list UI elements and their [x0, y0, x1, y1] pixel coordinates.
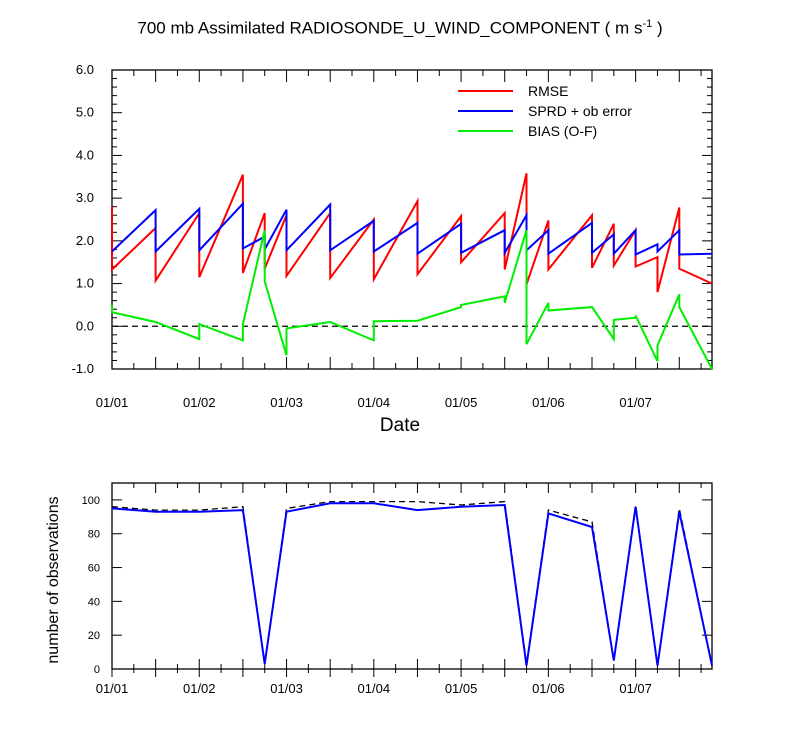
chart-title-superscript: -1	[642, 18, 653, 30]
top-x-tick-label: 01/03	[270, 395, 303, 410]
top-y-tick-label: 6.0	[76, 62, 94, 77]
top-x-tick-label: 01/04	[358, 395, 391, 410]
bottom-frame	[111, 482, 713, 670]
top-y-tick-label: 2.0	[76, 233, 94, 248]
top-y-tick-label: 0.0	[76, 318, 94, 333]
legend-label-1: SPRD + ob error	[528, 103, 632, 119]
bottom-x-tick-label: 01/06	[532, 681, 565, 696]
top-x-tick-label: 01/05	[445, 395, 478, 410]
bottom-y-tick-label: 0	[94, 664, 100, 676]
top-series-line-2	[111, 229, 713, 370]
top-y-tick-label: 4.0	[76, 147, 94, 162]
top-plot: 01/01 01/02 01/03 01/04 01/05 01/06 01/07 -1.0 0…	[72, 62, 713, 410]
top-x-tick-label: 01/01	[96, 395, 129, 410]
top-y-tick-label: 5.0	[76, 105, 94, 120]
top-series-line-0	[111, 173, 713, 293]
bottom-x-tick-label: 01/03	[270, 681, 303, 696]
chart-title-end: )	[652, 18, 663, 38]
top-x-tick-label: 01/02	[183, 395, 216, 410]
bottom-series-line-1	[111, 502, 713, 666]
top-x-tick-label: 01/06	[532, 395, 565, 410]
top-y-tick-label: 3.0	[76, 190, 94, 205]
top-x-axis-label: Date	[379, 415, 421, 436]
bottom-y-tick-label: 40	[88, 596, 100, 608]
bottom-x-tick-label: 01/07	[619, 681, 652, 696]
bottom-x-tick-label: 01/04	[358, 681, 391, 696]
bottom-y-tick-label: 80	[88, 529, 100, 541]
bottom-y-tick-label: 20	[88, 630, 100, 642]
bottom-x-tick-label: 01/05	[445, 681, 478, 696]
bottom-y-axis-label: number of observations	[45, 496, 62, 664]
legend-label-0: RMSE	[528, 83, 568, 99]
top-y-tick-label: 1.0	[76, 276, 94, 291]
top-x-tick-label: 01/07	[619, 395, 652, 410]
top-series-line-1	[111, 201, 713, 257]
legend-label-2: BIAS (O-F)	[528, 123, 597, 139]
bottom-plot: 01/01 01/02 01/03 01/04 01/05 01/06 01/07 0 20 40…	[82, 482, 713, 696]
chart-title-text: 700 mb Assimilated RADIOSONDE_U_WIND_COM…	[137, 18, 643, 38]
bottom-series-line-0	[111, 500, 713, 666]
chart-title: 700 mb Assimilated RADIOSONDE_U_WIND_COM…	[0, 18, 800, 39]
bottom-y-tick-label: 60	[88, 563, 100, 575]
top-y-tick-label: -1.0	[72, 361, 94, 376]
bottom-x-tick-label: 01/01	[96, 681, 129, 696]
bottom-x-tick-label: 01/02	[183, 681, 216, 696]
bottom-y-tick-label: 100	[82, 495, 100, 507]
